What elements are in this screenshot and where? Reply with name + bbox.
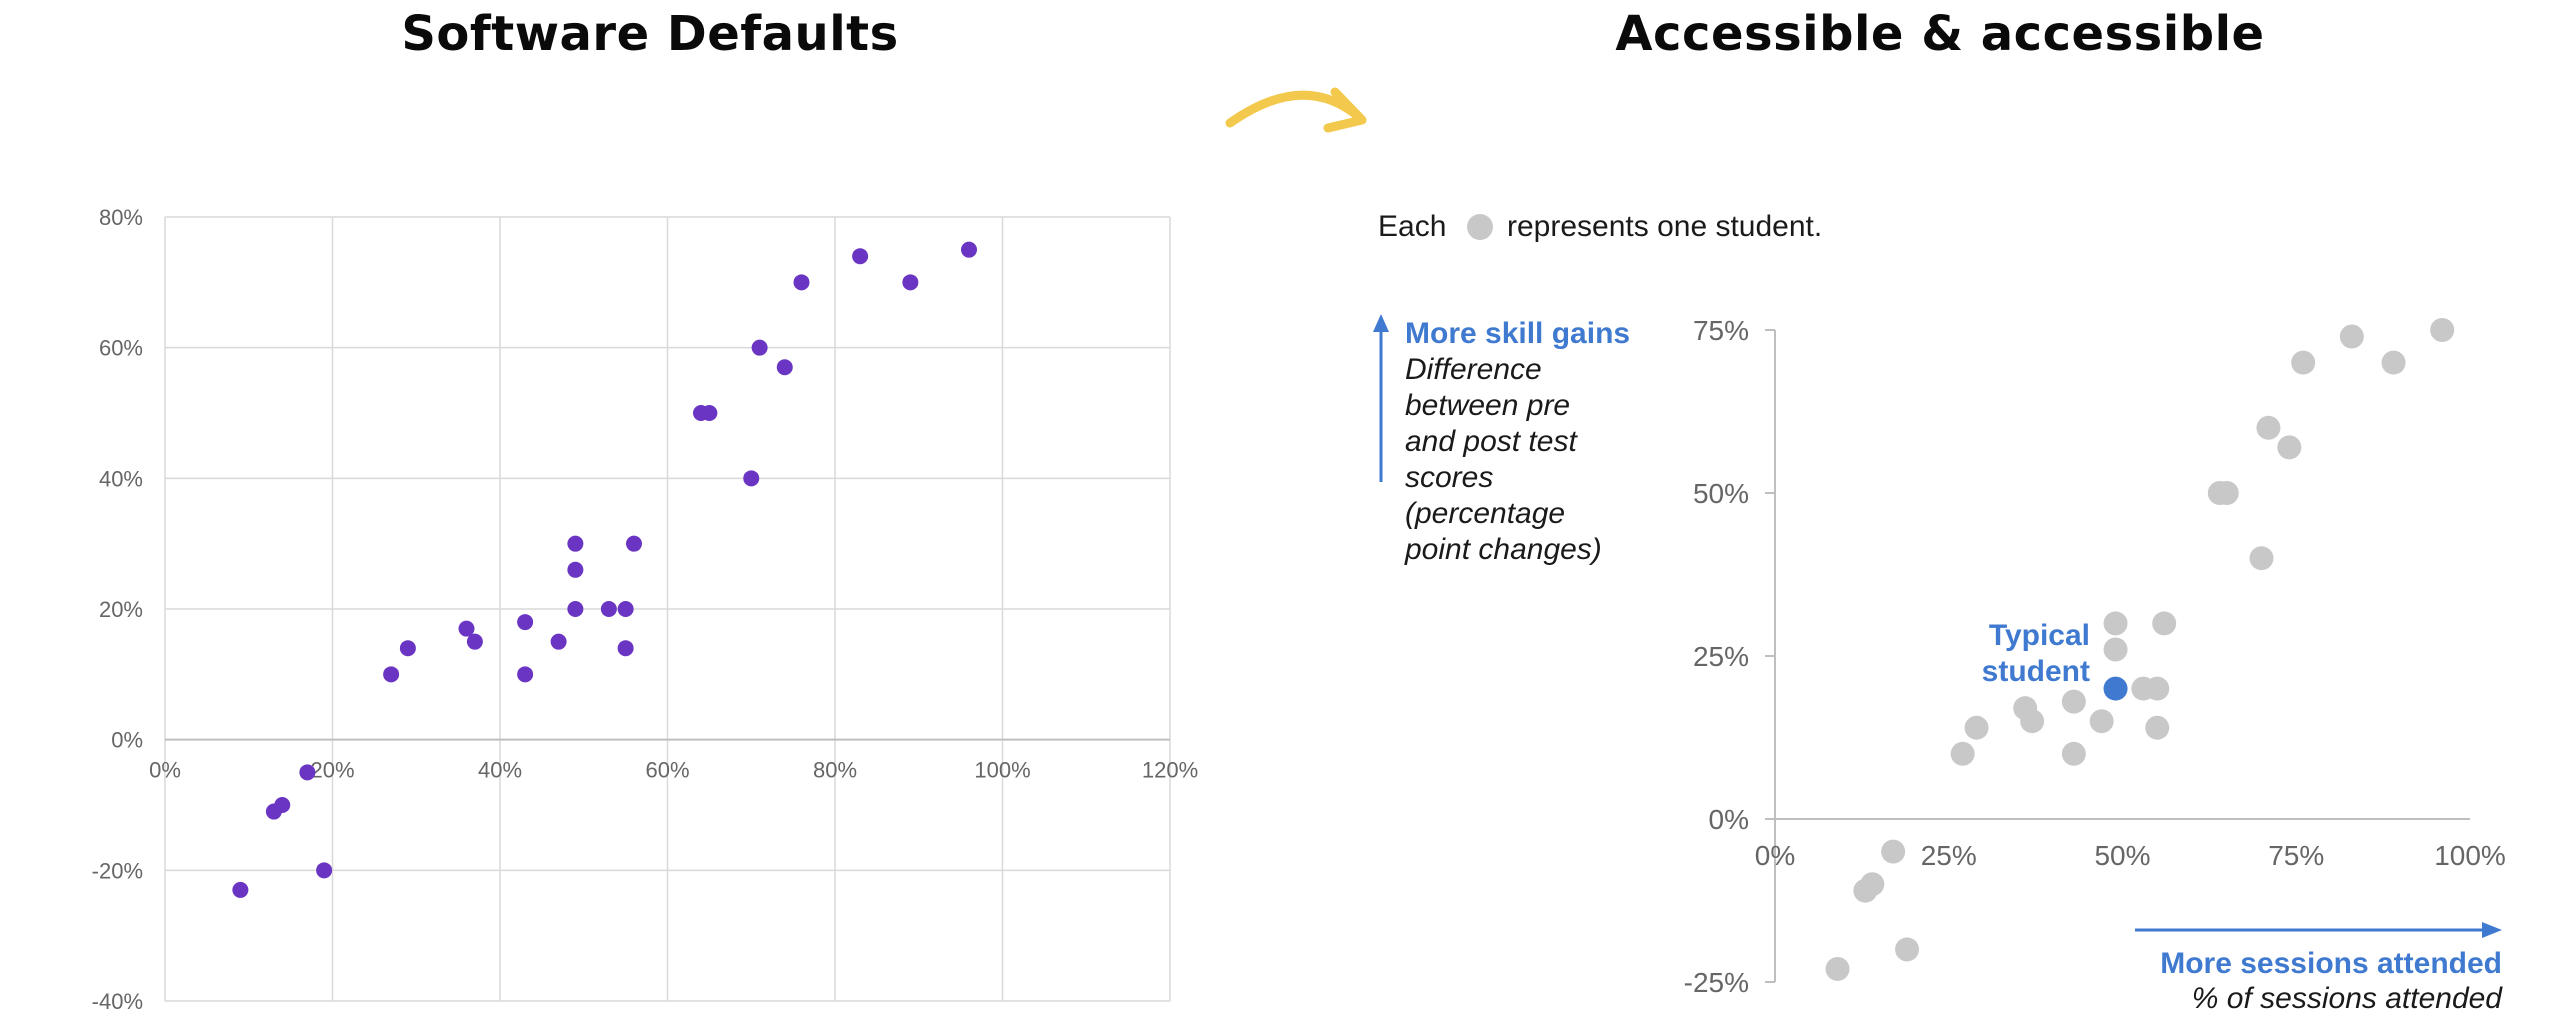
highlight-label-line: student: [1982, 655, 2090, 688]
data-point: [902, 274, 919, 291]
highlight-data-point: [2103, 676, 2128, 701]
data-point: [2277, 435, 2302, 460]
data-point: [567, 561, 584, 578]
x-tick-label: 60%: [645, 758, 689, 783]
data-point: [299, 764, 316, 781]
data-point: [961, 241, 977, 258]
data-point: [2249, 546, 2274, 571]
y-tick-label: 20%: [99, 597, 143, 622]
data-point: [2256, 415, 2281, 440]
y-axis-title: More skill gains: [1405, 317, 1630, 350]
data-point: [2214, 481, 2239, 505]
highlight-label-line: Typical: [1989, 619, 2090, 652]
y-tick-label: -40%: [92, 989, 143, 1014]
data-point: [550, 633, 567, 650]
data-point: [2103, 637, 2128, 662]
y-tick-label: 0%: [111, 728, 143, 753]
y-tick-label: -25%: [1684, 967, 1749, 998]
x-tick-label: 0%: [149, 758, 181, 783]
default-scatter-chart: -40% -20% 0% 20% 40% 60% 80% 0% 20% 40% 60% 80% 100%…: [92, 205, 1199, 1014]
data-point: [793, 274, 810, 291]
y-axis-subtitle-line: between pre: [1405, 389, 1570, 422]
y-tick-label: 50%: [1693, 478, 1749, 509]
x-tick-label: 80%: [813, 758, 857, 783]
x-tick-label: 0%: [1755, 840, 1795, 871]
x-axis-title: More sessions attended: [2160, 947, 2502, 980]
legend-dot-icon: [1467, 214, 1493, 240]
y-tick-label: 60%: [99, 336, 143, 361]
data-point: [383, 666, 400, 683]
data-point: [274, 797, 291, 813]
data-point: [517, 614, 534, 631]
data-point: [2291, 350, 2316, 375]
data-point: [600, 601, 617, 617]
data-point: [617, 601, 634, 617]
data-point: [1950, 741, 1975, 766]
data-point: [617, 640, 634, 657]
data-point: [776, 359, 793, 376]
data-point: [567, 601, 584, 617]
x-tick-label: 100%: [974, 758, 1030, 783]
accessible-scatter-chart: Each represents one student. More skill ga…: [1373, 210, 2506, 1015]
x-tick-label: 40%: [478, 758, 522, 783]
data-point: [2339, 324, 2364, 349]
data-point: [2145, 715, 2170, 740]
data-point: [626, 535, 642, 552]
y-axis-subtitle-line: scores: [1405, 461, 1493, 494]
y-axis-subtitle-line: and post test: [1405, 425, 1578, 458]
data-point: [466, 633, 483, 650]
y-tick-label: 0%: [1709, 804, 1749, 835]
data-point: [1860, 872, 1885, 897]
y-axis-subtitle-line: Difference: [1405, 353, 1542, 386]
data-point: [517, 666, 534, 683]
data-point: [701, 405, 718, 421]
data-point: [2103, 611, 2128, 636]
legend-prefix: Each: [1378, 210, 1446, 243]
arrow-right-icon: [2482, 922, 2502, 938]
x-tick-label: 100%: [2434, 840, 2506, 871]
data-point: [2061, 741, 2086, 766]
data-point: [2430, 318, 2455, 342]
x-tick-label: 120%: [1142, 758, 1198, 783]
data-point: [2381, 350, 2406, 375]
x-tick-label: 50%: [2094, 840, 2150, 871]
arrow-up-icon: [1373, 314, 1389, 332]
data-point: [232, 881, 249, 898]
data-point: [1964, 715, 1989, 740]
data-point: [2089, 709, 2114, 734]
y-tick-label: 40%: [99, 466, 143, 491]
data-point: [2152, 611, 2177, 636]
data-point: [316, 862, 333, 879]
right-chart-title: Accessible & accessible: [1615, 6, 2265, 62]
data-point: [1895, 937, 1920, 962]
y-tick-label: 80%: [99, 205, 143, 230]
data-point: [567, 535, 584, 552]
y-tick-label: -20%: [92, 858, 143, 883]
curved-arrow-head-icon: [1323, 87, 1367, 133]
data-point: [852, 248, 869, 265]
data-point: [458, 620, 475, 637]
y-tick-label: 25%: [1693, 641, 1749, 672]
x-axis-subtitle: % of sessions attended: [2192, 982, 2504, 1015]
y-axis-subtitle-line: (percentage: [1405, 497, 1565, 530]
legend-suffix: represents one student.: [1507, 210, 1822, 243]
data-point: [399, 640, 416, 657]
data-point: [2020, 709, 2045, 734]
x-tick-label: 25%: [1921, 840, 1977, 871]
x-tick-label: 75%: [2268, 840, 2324, 871]
y-tick-label: 75%: [1693, 315, 1749, 346]
data-point: [1881, 839, 1906, 864]
data-point: [751, 339, 768, 356]
data-point: [2145, 676, 2170, 701]
data-point: [743, 470, 760, 487]
y-axis-subtitle-line: point changes): [1404, 533, 1602, 566]
data-point: [2061, 689, 2086, 714]
left-chart-title: Software Defaults: [401, 6, 899, 62]
x-tick-label: 20%: [310, 758, 354, 783]
data-point: [1825, 956, 1850, 981]
